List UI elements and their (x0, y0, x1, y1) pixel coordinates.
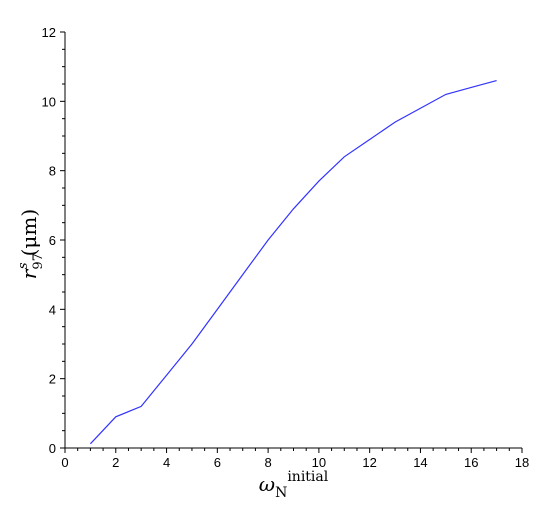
x-axis-title: ωNinitial (259, 469, 329, 501)
x-axis-title-base: ω (259, 472, 275, 496)
y-axis-title: r97s (μm) (16, 209, 46, 279)
y-tick-label: 12 (42, 25, 56, 40)
y-tick-label: 10 (42, 94, 56, 109)
x-tick-label: 2 (112, 455, 119, 470)
x-tick-label: 10 (312, 455, 326, 470)
x-tick-label: 14 (413, 455, 427, 470)
x-tick-label: 6 (214, 455, 221, 470)
y-tick-label: 8 (49, 164, 56, 179)
x-tick-label: 16 (464, 455, 478, 470)
x-tick-label: 12 (362, 455, 376, 470)
y-axis-title-superscript: s (16, 262, 31, 269)
y-tick-label: 0 (49, 441, 56, 456)
y-tick-label: 2 (49, 372, 56, 387)
y-axis-title-unit: (μm) (17, 209, 41, 257)
plot-series (89, 79, 497, 445)
y-tick-label: 4 (49, 302, 56, 317)
x-axis-title-superscript: initial (287, 469, 328, 485)
x-axis-title-subscript: N (275, 485, 287, 501)
y-tick-label: 6 (49, 233, 56, 248)
x-tick-label: 18 (515, 455, 529, 470)
x-tick-label: 8 (264, 455, 271, 470)
y-axis-title-subscript: 97 (31, 253, 46, 270)
x-tick-label: 0 (61, 455, 68, 470)
x-ticks: 0 2 4 6 8 10 12 14 16 18 (61, 448, 529, 470)
y-ticks: 0 2 4 6 8 10 12 (42, 25, 65, 456)
series-line (89, 79, 497, 445)
axes (64, 32, 522, 449)
x-tick-label: 4 (163, 455, 170, 470)
y-axis-title-base: r (17, 268, 41, 279)
